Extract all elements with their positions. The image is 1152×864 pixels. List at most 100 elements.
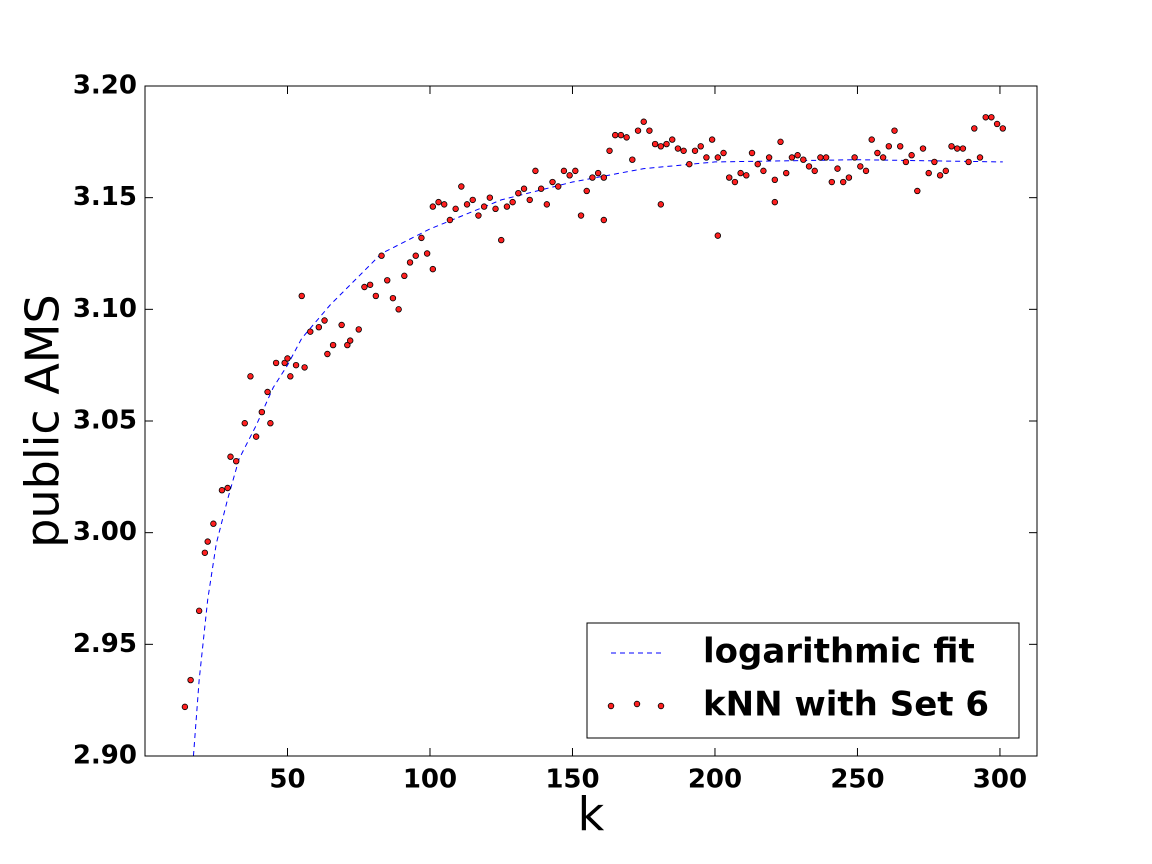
x-tick-label: 150 xyxy=(545,765,599,795)
data-point xyxy=(657,143,665,150)
data-point xyxy=(720,149,727,157)
data-point xyxy=(743,172,750,179)
data-point xyxy=(931,158,938,166)
data-point xyxy=(640,118,647,125)
data-point xyxy=(714,154,722,161)
data-point xyxy=(232,458,240,465)
data-point xyxy=(874,149,881,157)
data-point xyxy=(218,487,226,494)
data-point xyxy=(503,203,511,210)
data-point xyxy=(851,154,858,161)
data-point xyxy=(224,484,231,492)
data-point xyxy=(480,203,488,210)
data-point xyxy=(805,163,813,170)
data-point xyxy=(971,125,978,132)
data-point xyxy=(897,143,904,150)
data-point xyxy=(651,140,659,148)
data-point xyxy=(737,169,744,177)
data-point xyxy=(486,194,494,201)
data-point xyxy=(361,283,368,291)
data-point xyxy=(629,156,636,163)
data-point xyxy=(811,167,818,175)
data-point xyxy=(389,294,397,302)
data-point xyxy=(674,145,682,152)
y-tick-label: 3.00 xyxy=(73,517,137,547)
data-point xyxy=(520,185,528,192)
data-point xyxy=(469,196,476,204)
data-point xyxy=(429,265,437,273)
data-point xyxy=(862,167,870,175)
data-point xyxy=(948,143,955,150)
data-point xyxy=(594,169,602,177)
legend-label: kNN with Set 6 xyxy=(703,685,989,725)
data-point xyxy=(697,143,704,150)
data-point xyxy=(509,198,516,206)
data-point xyxy=(429,203,437,210)
data-point xyxy=(976,154,984,161)
legend-label: logarithmic fit xyxy=(703,632,975,672)
data-point xyxy=(908,152,915,159)
data-point xyxy=(378,252,385,259)
data-point xyxy=(384,277,391,284)
x-axis-label: k xyxy=(578,788,605,842)
data-point xyxy=(395,306,402,313)
data-point xyxy=(817,154,824,161)
data-point xyxy=(549,178,556,186)
data-point xyxy=(623,134,630,141)
y-tick-label: 3.10 xyxy=(73,294,137,324)
data-point xyxy=(204,538,211,545)
data-point xyxy=(458,183,465,190)
data-point xyxy=(227,453,234,460)
data-point xyxy=(187,676,194,684)
data-point xyxy=(583,187,590,195)
data-point xyxy=(765,154,773,161)
data-point xyxy=(572,167,579,175)
data-point xyxy=(686,160,693,168)
data-point xyxy=(258,408,266,416)
data-point xyxy=(267,420,274,427)
data-point xyxy=(965,158,972,166)
data-point xyxy=(566,172,573,179)
data-point xyxy=(287,373,294,380)
data-point xyxy=(634,127,642,134)
data-point xyxy=(788,154,796,161)
data-point xyxy=(515,189,522,197)
data-point xyxy=(600,216,608,224)
plot-frame xyxy=(144,85,1038,757)
data-point xyxy=(845,174,853,181)
legend-marker xyxy=(657,702,665,710)
data-point xyxy=(959,145,967,152)
data-point xyxy=(822,154,830,161)
data-point xyxy=(298,292,305,300)
data-point xyxy=(498,236,505,244)
data-point xyxy=(284,355,291,362)
data-point xyxy=(731,178,739,186)
data-point xyxy=(423,250,431,257)
data-point xyxy=(925,169,932,177)
data-point xyxy=(982,114,989,121)
legend-marker xyxy=(633,700,641,708)
data-point xyxy=(708,136,716,143)
data-point xyxy=(714,232,722,239)
data-point xyxy=(210,520,217,527)
data-point xyxy=(840,178,847,186)
data-point xyxy=(247,373,254,380)
data-point xyxy=(783,169,790,177)
legend-box xyxy=(586,622,1020,739)
data-point xyxy=(321,317,328,324)
data-point xyxy=(406,259,414,266)
data-point xyxy=(338,321,345,329)
data-point xyxy=(555,183,562,190)
data-point xyxy=(366,281,374,288)
data-point xyxy=(600,174,608,181)
data-point xyxy=(879,154,887,161)
data-point xyxy=(526,196,533,204)
data-point xyxy=(868,136,875,143)
data-point xyxy=(800,156,807,163)
data-point xyxy=(891,127,898,134)
data-point xyxy=(492,205,499,213)
data-point xyxy=(315,324,323,331)
data-point xyxy=(344,341,351,349)
data-point xyxy=(532,167,539,175)
